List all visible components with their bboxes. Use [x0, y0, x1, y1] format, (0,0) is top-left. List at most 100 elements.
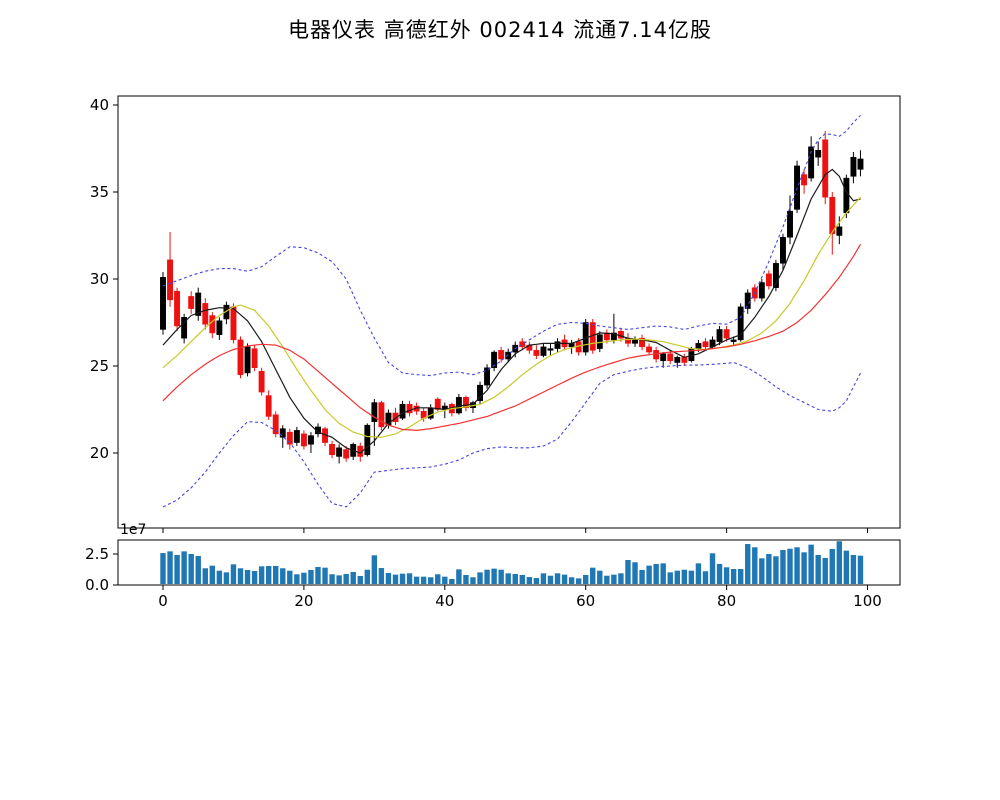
volume-bar — [216, 570, 223, 584]
volume-bar — [428, 577, 434, 584]
volume-bar — [709, 553, 716, 584]
volume-bar — [251, 571, 258, 584]
volume-bar — [230, 564, 237, 584]
volume-bar — [547, 575, 554, 584]
candle-body — [181, 317, 188, 339]
volume-bar — [702, 571, 709, 584]
candle-body — [829, 196, 836, 235]
volume-bar — [787, 548, 793, 584]
candle-body — [744, 292, 751, 309]
volume-bar — [801, 552, 807, 584]
candle-body — [174, 290, 181, 327]
volume-bar — [301, 572, 307, 584]
candle-body — [639, 337, 646, 348]
volume-bar — [491, 568, 497, 584]
candle-body — [695, 343, 702, 349]
volume-bar — [223, 572, 230, 584]
volume-bar — [413, 576, 420, 584]
volume-bar — [322, 567, 328, 584]
volume-bar — [561, 574, 568, 584]
candle-body — [815, 149, 822, 158]
volume-bar — [583, 575, 589, 584]
candle-body — [406, 404, 413, 414]
candle-body — [371, 402, 378, 422]
volume-bar — [597, 570, 603, 584]
chart-title: 电器仪表 高德红外 002414 流通7.14亿股 — [288, 18, 712, 42]
candle-body — [836, 226, 843, 236]
volume-bar — [512, 574, 518, 584]
bollinger-lower-line — [162, 361, 861, 508]
candle-body — [286, 431, 293, 445]
candle-body — [498, 350, 505, 360]
candle-body — [801, 174, 808, 186]
candle-body — [780, 236, 786, 264]
candle-body — [251, 348, 258, 368]
volume-bar — [160, 553, 166, 584]
candle-body — [505, 351, 512, 360]
volume-bar — [420, 576, 427, 584]
candle-body — [850, 156, 857, 177]
volume-bar — [477, 572, 483, 584]
ma-slow-line — [162, 243, 862, 432]
candle-body — [364, 424, 371, 455]
volume-bar — [202, 568, 208, 584]
candle-body — [223, 304, 230, 320]
volume-bar — [850, 554, 857, 584]
volume-panel: 0.0 2.5 1e7 0 20 40 60 80 100 — [85, 522, 901, 610]
candle-body — [716, 329, 723, 342]
candle-body — [681, 357, 688, 363]
candle-body — [723, 329, 730, 339]
volume-tick-label: 0.0 — [85, 576, 109, 594]
candle-body — [477, 384, 483, 402]
volume-bar — [681, 569, 688, 584]
volume-bar — [435, 574, 441, 584]
volume-bar — [794, 547, 800, 584]
volume-bar — [181, 551, 187, 584]
price-tick-label: 25 — [90, 357, 109, 375]
candle-body — [300, 433, 307, 447]
volume-bar — [336, 575, 342, 584]
candle-body — [533, 350, 540, 356]
volume-bar — [639, 569, 645, 584]
candle-body — [167, 259, 173, 301]
candle-body — [272, 414, 279, 435]
volume-bar — [632, 562, 638, 584]
volume-bar — [540, 573, 547, 584]
volume-bar — [315, 566, 321, 584]
candle-body — [540, 346, 547, 356]
candle-body — [610, 332, 617, 341]
candle-body — [216, 320, 223, 335]
volume-bar — [575, 578, 582, 584]
candle-body — [230, 306, 237, 341]
candle-body — [787, 210, 793, 238]
candle-body — [667, 353, 674, 362]
candle-body — [279, 428, 286, 438]
candle-body — [237, 339, 244, 375]
volume-bar — [843, 550, 850, 584]
candle-body — [462, 397, 469, 409]
volume-bar — [244, 569, 251, 584]
price-axes: 20 25 30 35 40 — [90, 95, 901, 533]
candle-body — [378, 402, 385, 428]
candle-body — [857, 158, 864, 170]
volume-bar — [716, 563, 723, 584]
volume-bar — [519, 575, 525, 584]
candle-body — [822, 139, 829, 198]
price-tick-label: 35 — [90, 183, 109, 201]
volume-bar — [399, 573, 406, 584]
volume-bar — [371, 555, 378, 584]
candle-body — [674, 357, 681, 363]
x-tick-label: 40 — [435, 592, 454, 610]
volume-bar — [406, 573, 413, 584]
candle-body — [392, 412, 399, 422]
volume-bar — [815, 554, 821, 584]
volume-bar — [195, 556, 201, 584]
candle-body — [315, 426, 321, 435]
candle-body — [209, 315, 216, 334]
volume-bar — [723, 567, 730, 584]
volume-bar — [625, 560, 631, 584]
volume-bar — [533, 578, 540, 584]
candle-body — [632, 339, 638, 344]
volume-bar — [604, 575, 610, 584]
